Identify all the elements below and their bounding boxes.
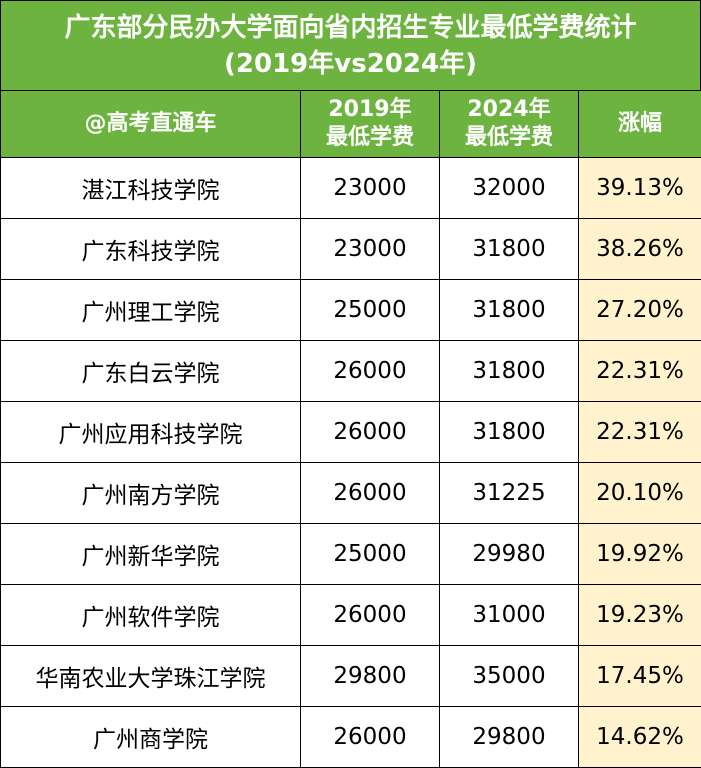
school-cell: 广东白云学院 [1,341,301,402]
table-row: 华南农业大学珠江学院 29800 35000 17.45% [1,646,701,707]
header-2019-label: 最低学费 [301,124,439,152]
fee-2019-cell: 26000 [301,585,440,646]
school-cell: 湛江科技学院 [1,158,301,219]
fee-2019-cell: 29800 [301,646,440,707]
fee-2019-cell: 23000 [301,158,440,219]
fee-2019-cell: 26000 [301,402,440,463]
table-row: 广东科技学院 23000 31800 38.26% [1,219,701,280]
fee-2019-cell: 26000 [301,707,440,768]
school-cell: 华南农业大学珠江学院 [1,646,301,707]
fee-2024-cell: 35000 [440,646,579,707]
fee-2024-cell: 31800 [440,341,579,402]
header-2024: 2024年 最低学费 [440,91,579,158]
header-school: @高考直通车 [1,91,301,158]
header-2019: 2019年 最低学费 [301,91,440,158]
rate-cell: 27.20% [579,280,701,341]
table-row: 广州南方学院 26000 31225 20.10% [1,463,701,524]
school-cell: 广州软件学院 [1,585,301,646]
fee-2024-cell: 31000 [440,585,579,646]
fee-2024-cell: 31225 [440,463,579,524]
fee-2024-cell: 31800 [440,402,579,463]
school-cell: 广州应用科技学院 [1,402,301,463]
header-rate-label: 涨幅 [618,111,662,136]
fee-2019-cell: 25000 [301,280,440,341]
title-banner: 广东部分民办大学面向省内招生专业最低学费统计 (2019年vs2024年) [0,0,701,90]
fee-2019-cell: 25000 [301,524,440,585]
fee-2019-cell: 23000 [301,219,440,280]
header-2024-year: 2024年 [440,96,578,124]
fee-2019-cell: 26000 [301,341,440,402]
table-row: 广州理工学院 25000 31800 27.20% [1,280,701,341]
rate-cell: 20.10% [579,463,701,524]
fee-2024-cell: 31800 [440,219,579,280]
fee-table: @高考直通车 2019年 最低学费 2024年 最低学费 涨幅 湛江科技学院 2… [0,90,701,768]
fee-2024-cell: 31800 [440,280,579,341]
table-row: 湛江科技学院 23000 32000 39.13% [1,158,701,219]
header-row: @高考直通车 2019年 最低学费 2024年 最低学费 涨幅 [1,91,701,158]
header-school-label: @高考直通车 [84,111,216,136]
table-row: 广州软件学院 26000 31000 19.23% [1,585,701,646]
title-line-1: 广东部分民办大学面向省内招生专业最低学费统计 [64,10,636,46]
header-rate: 涨幅 [579,91,701,158]
school-cell: 广州新华学院 [1,524,301,585]
table-row: 广州商学院 26000 29800 14.62% [1,707,701,768]
table-row: 广东白云学院 26000 31800 22.31% [1,341,701,402]
table-row: 广州应用科技学院 26000 31800 22.31% [1,402,701,463]
rate-cell: 38.26% [579,219,701,280]
school-cell: 广东科技学院 [1,219,301,280]
header-2024-label: 最低学费 [440,124,578,152]
header-2019-year: 2019年 [301,96,439,124]
rate-cell: 17.45% [579,646,701,707]
rate-cell: 22.31% [579,402,701,463]
title-line-2: (2019年vs2024年) [224,46,477,82]
rate-cell: 14.62% [579,707,701,768]
fee-2024-cell: 29800 [440,707,579,768]
rate-cell: 19.23% [579,585,701,646]
rate-cell: 22.31% [579,341,701,402]
table-row: 广州新华学院 25000 29980 19.92% [1,524,701,585]
fee-2019-cell: 26000 [301,463,440,524]
school-cell: 广州南方学院 [1,463,301,524]
fee-2024-cell: 32000 [440,158,579,219]
rate-cell: 39.13% [579,158,701,219]
school-cell: 广州理工学院 [1,280,301,341]
rate-cell: 19.92% [579,524,701,585]
school-cell: 广州商学院 [1,707,301,768]
fee-2024-cell: 29980 [440,524,579,585]
